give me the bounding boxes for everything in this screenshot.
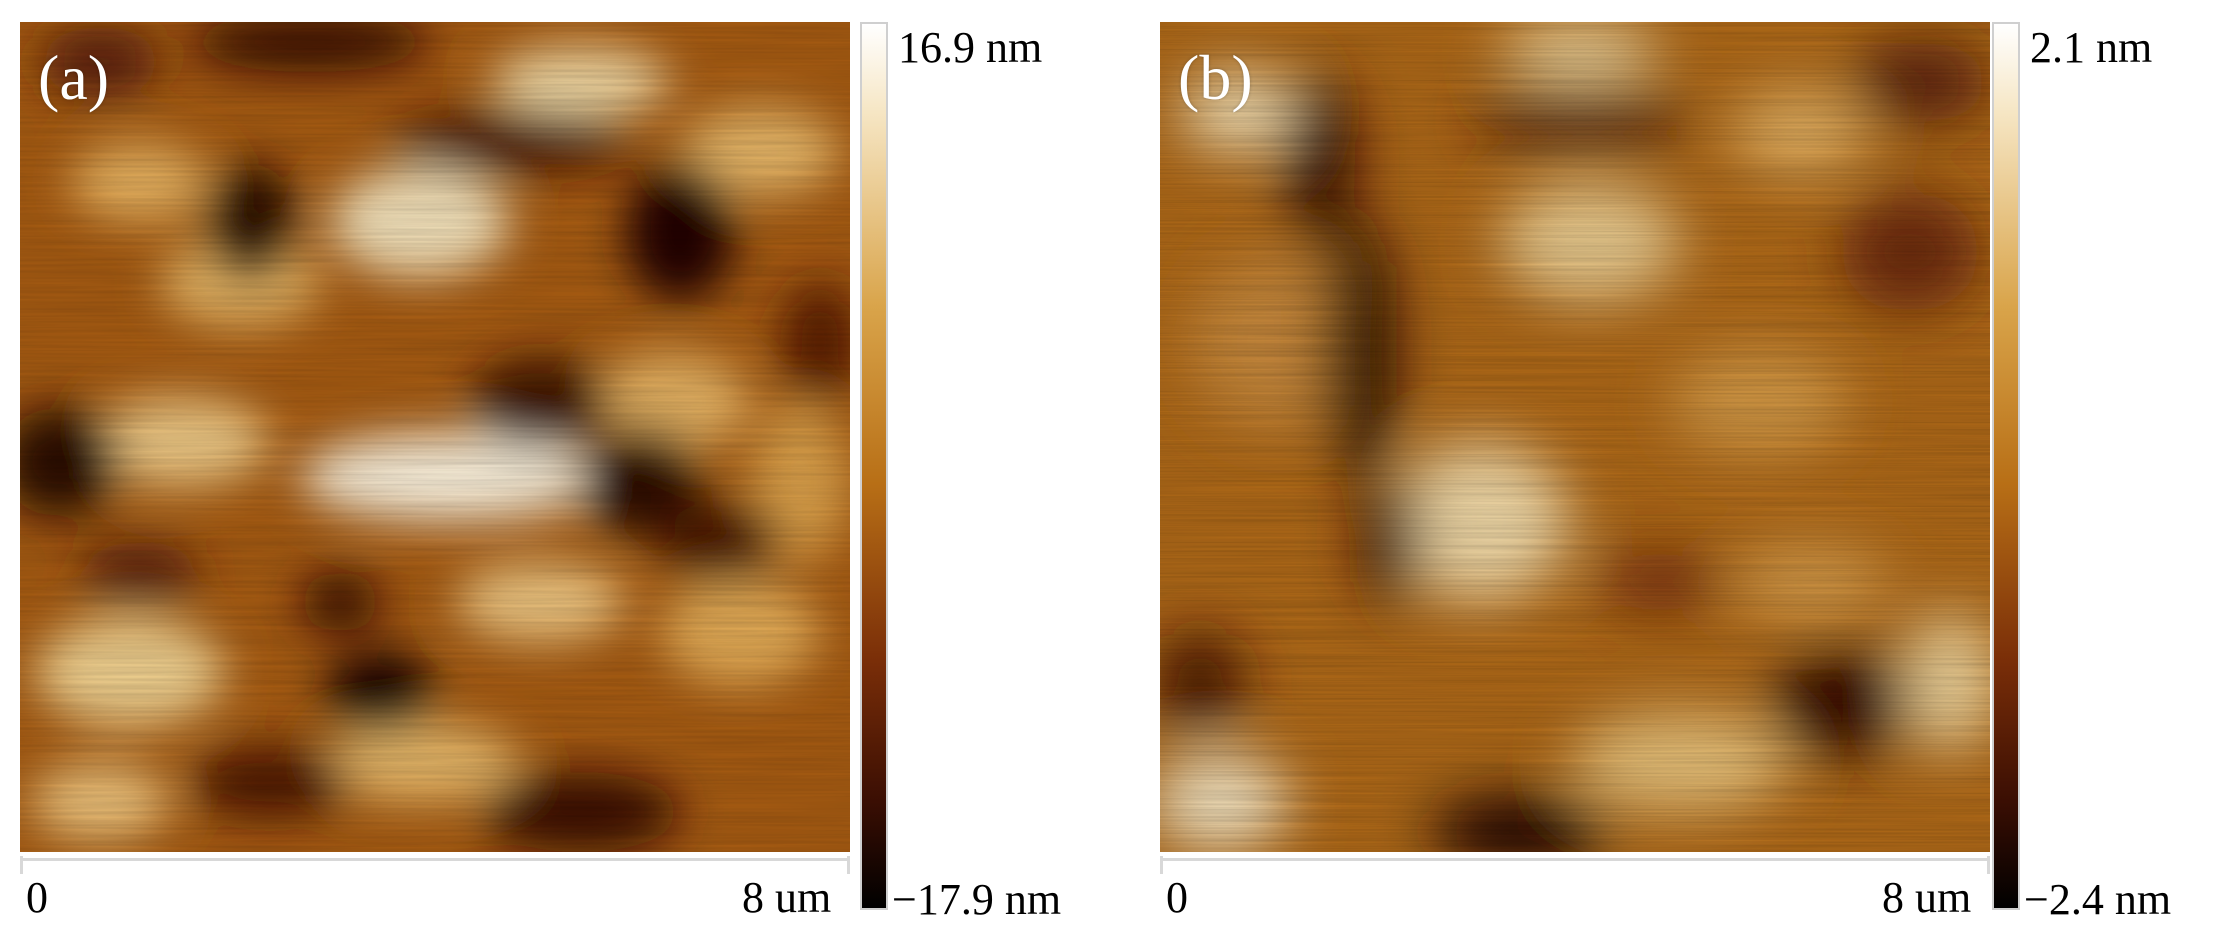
afm-height-map-b [1160, 22, 1990, 852]
height-colorbar-a [860, 22, 888, 910]
scale-bar-tick-end-a [847, 856, 850, 874]
height-colorbar-b [1992, 22, 2020, 910]
scale-start-label-b: 0 [1166, 873, 1188, 922]
scale-bar-a [20, 858, 850, 861]
scale-bar-b [1160, 858, 1990, 861]
panel-label-a: (a) [38, 42, 110, 113]
colorbar-max-label-b: 2.1 nm [2030, 23, 2153, 72]
scale-end-label-b: 8 um [1882, 873, 1972, 922]
afm-panel-a: (a) 0 8 um 16.9 nm −17.9 nm [0, 0, 1100, 946]
colorbar-max-label-a: 16.9 nm [898, 23, 1043, 72]
scale-bar-tick-start-a [20, 856, 23, 874]
afm-image-a [20, 22, 850, 852]
afm-height-map-a [20, 22, 850, 852]
afm-image-b [1160, 22, 1990, 852]
panel-label-b: (b) [1178, 42, 1253, 113]
scale-bar-tick-start-b [1160, 856, 1163, 874]
scale-start-label-a: 0 [26, 873, 48, 922]
scale-bar-tick-end-b [1987, 856, 1990, 874]
afm-panel-b: (b) 0 8 um 2.1 nm −2.4 nm [1130, 0, 2222, 946]
scale-end-label-a: 8 um [742, 873, 832, 922]
colorbar-min-label-b: −2.4 nm [2024, 875, 2172, 924]
colorbar-min-label-a: −17.9 nm [892, 875, 1062, 924]
